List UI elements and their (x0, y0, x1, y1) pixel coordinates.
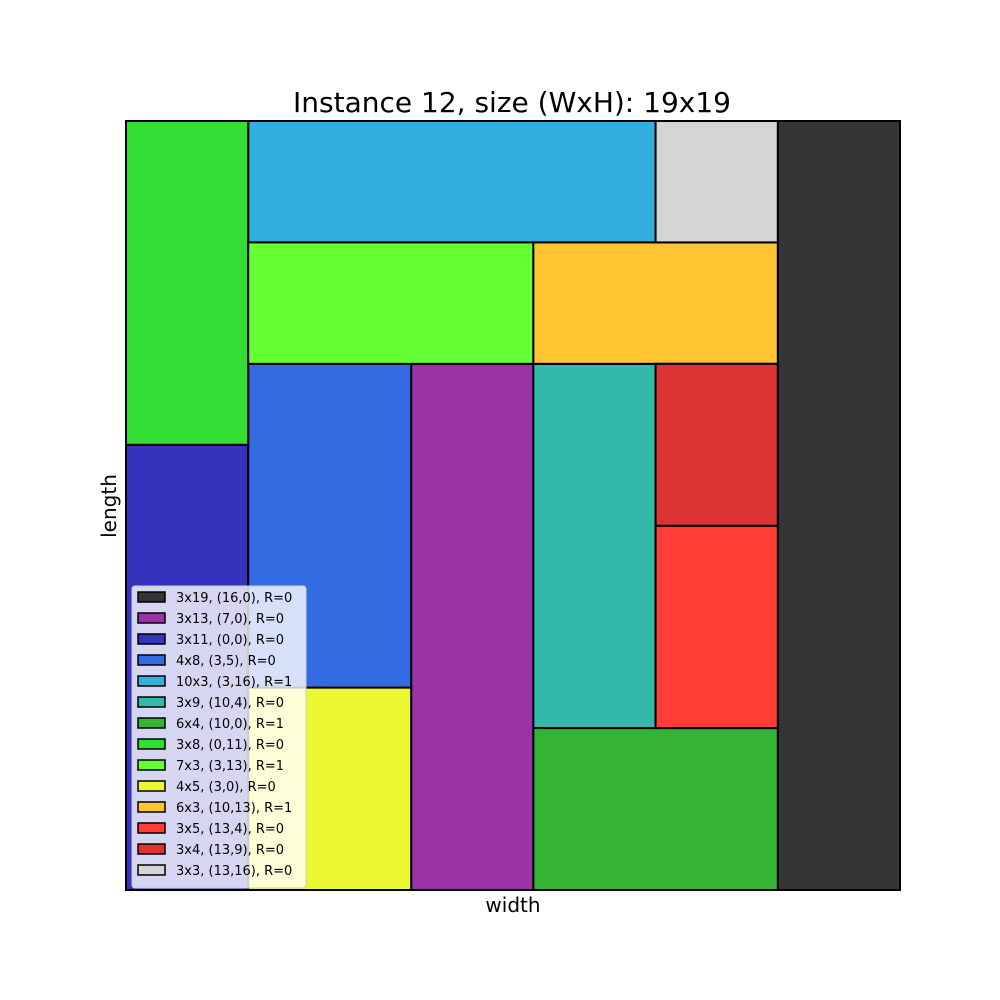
legend-swatch-0 (137, 591, 166, 603)
legend-swatch-5 (137, 696, 166, 708)
legend-label-3: 4x8, (3,5), R=0 (176, 654, 276, 669)
legend-label-11: 3x5, (13,4), R=0 (176, 822, 284, 837)
legend-swatch-6 (137, 717, 166, 729)
legend-swatch-1 (137, 612, 166, 624)
legend-swatch-13 (137, 864, 166, 876)
legend-label-12: 3x4, (13,9), R=0 (176, 843, 284, 858)
chart-title: Instance 12, size (WxH): 19x19 (293, 86, 731, 119)
legend: 3x19, (16,0), R=0 3x13, (7,0), R=0 3x11, (… (131, 585, 307, 889)
legend-swatch-11 (137, 822, 166, 834)
legend-label-1: 3x13, (7,0), R=0 (176, 612, 284, 627)
legend-label-2: 3x11, (0,0), R=0 (176, 633, 284, 648)
y-axis-label: length (97, 474, 121, 538)
packed-rect-13 (654, 120, 779, 244)
legend-label-0: 3x19, (16,0), R=0 (176, 591, 292, 606)
legend-label-13: 3x3, (13,16), R=0 (176, 864, 292, 879)
packed-rect-6 (532, 727, 779, 892)
packed-rect-4 (247, 120, 657, 244)
legend-label-9: 4x5, (3,0), R=0 (176, 780, 276, 795)
plot-frame (125, 120, 901, 891)
legend-swatch-7 (137, 738, 166, 750)
legend-label-8: 7x3, (3,13), R=1 (176, 759, 284, 774)
packed-rect-0 (776, 120, 902, 891)
legend-background (131, 585, 307, 889)
legend-swatch-2 (137, 633, 166, 645)
legend-swatch-12 (137, 843, 166, 855)
legend-swatch-8 (137, 759, 166, 771)
packed-rect-10 (532, 241, 779, 365)
legend-swatch-9 (137, 780, 166, 792)
packed-rect-12 (654, 362, 779, 527)
legend-swatch-4 (137, 675, 166, 687)
legend-label-5: 3x9, (10,4), R=0 (176, 696, 284, 711)
packed-rect-5 (532, 362, 657, 730)
legend-swatch-10 (137, 801, 166, 813)
legend-label-6: 6x4, (10,0), R=1 (176, 717, 284, 732)
packed-rect-1 (410, 362, 535, 891)
packed-rect-11 (654, 524, 779, 730)
x-axis-label: width (485, 893, 540, 917)
legend-label-10: 6x3, (10,13), R=1 (176, 801, 292, 816)
legend-label-4: 10x3, (3,16), R=1 (176, 675, 292, 690)
legend-swatch-3 (137, 654, 166, 666)
legend-label-7: 3x8, (0,11), R=0 (176, 738, 284, 753)
packed-rect-8 (247, 241, 535, 365)
packed-rect-7 (125, 120, 250, 446)
